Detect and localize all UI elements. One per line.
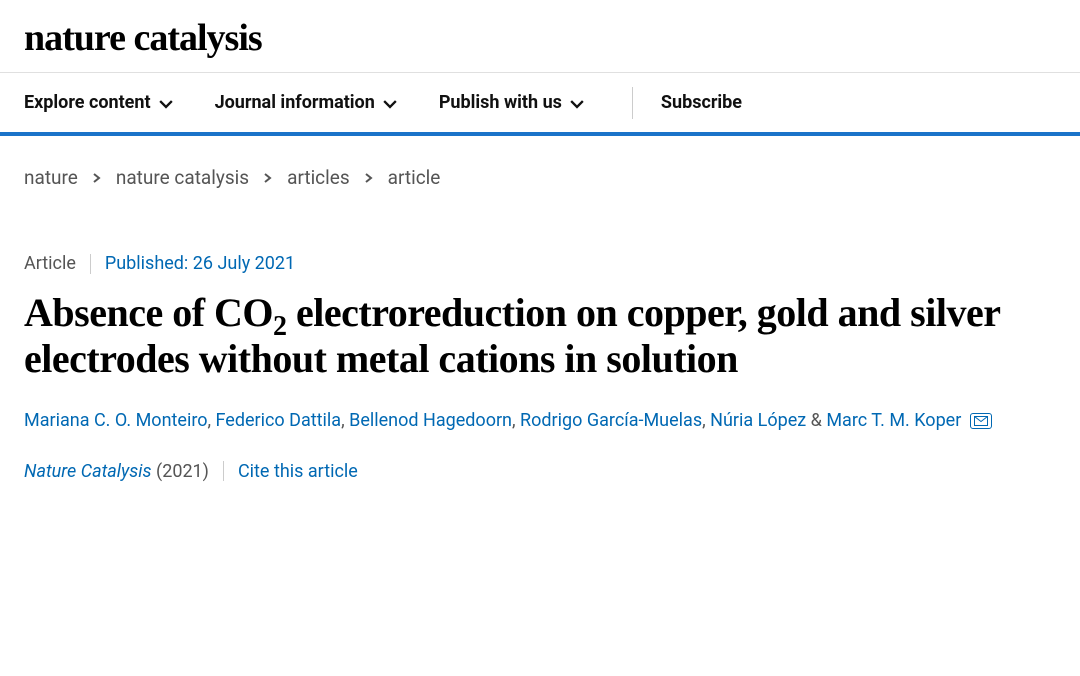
nav-explore-content[interactable]: Explore content: [24, 92, 201, 113]
author-link[interactable]: Federico Dattila: [216, 410, 342, 431]
nav-explore-label: Explore content: [24, 92, 151, 113]
nav-subscribe[interactable]: Subscribe: [632, 87, 770, 119]
breadcrumb-link[interactable]: nature: [24, 166, 78, 189]
author-list: Mariana C. O. Monteiro, Federico Dattila…: [0, 382, 1080, 437]
nav-subscribe-label: Subscribe: [661, 92, 742, 113]
citation-row: Nature Catalysis (2021) Cite this articl…: [0, 437, 1080, 510]
envelope-icon[interactable]: [970, 413, 992, 429]
published-label: Published:: [105, 253, 188, 274]
chevron-right-icon: [263, 173, 273, 183]
journal-header: nature catalysis: [0, 0, 1080, 72]
author-link[interactable]: Núria López: [710, 410, 806, 431]
journal-logo[interactable]: nature catalysis: [24, 16, 1056, 60]
author-link[interactable]: Marc T. M. Koper: [826, 410, 961, 431]
article-title: Absence of CO2 electroreduction on coppe…: [0, 274, 1080, 382]
chevron-right-icon: [92, 173, 102, 183]
nav-journal-information[interactable]: Journal information: [215, 92, 425, 113]
article-meta: Article Published: 26 July 2021: [0, 253, 1080, 274]
breadcrumb-current: article: [388, 166, 441, 189]
primary-nav: Explore content Journal information Publ…: [0, 72, 1080, 132]
title-part: Absence of CO: [24, 290, 273, 335]
chevron-down-icon: [383, 97, 397, 111]
citation-year: (2021): [156, 461, 209, 482]
author-link[interactable]: Bellenod Hagedoorn: [349, 410, 512, 431]
breadcrumb: nature nature catalysis articles article: [0, 166, 1080, 189]
breadcrumb-link[interactable]: nature catalysis: [116, 166, 249, 189]
author-link[interactable]: Rodrigo García-Muelas: [520, 410, 702, 431]
published-date-value: 26 July 2021: [193, 253, 295, 274]
chevron-right-icon: [364, 173, 374, 183]
author-link[interactable]: Mariana C. O. Monteiro: [24, 410, 208, 431]
breadcrumb-link[interactable]: articles: [287, 166, 350, 189]
article-type: Article: [24, 253, 76, 274]
cite-article-link[interactable]: Cite this article: [238, 461, 358, 482]
separator: [90, 254, 91, 274]
chevron-down-icon: [159, 97, 173, 111]
nav-publish-label: Publish with us: [439, 92, 562, 113]
nav-journal-info-label: Journal information: [215, 92, 375, 113]
citation-journal: Nature Catalysis (2021): [24, 461, 209, 482]
separator: [223, 461, 224, 481]
nav-publish-with-us[interactable]: Publish with us: [439, 92, 612, 113]
citation-journal-name[interactable]: Nature Catalysis: [24, 461, 152, 482]
chevron-down-icon: [570, 97, 584, 111]
published-date: Published: 26 July 2021: [105, 253, 295, 274]
